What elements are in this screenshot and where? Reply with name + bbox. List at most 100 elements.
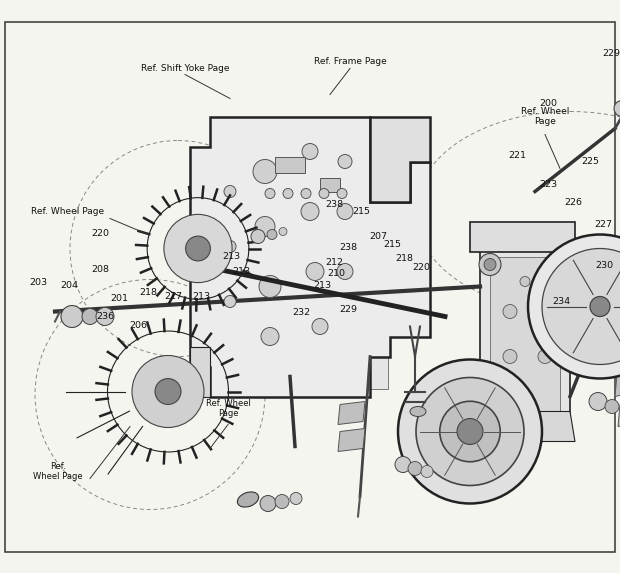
Circle shape (503, 350, 517, 363)
Circle shape (520, 397, 530, 406)
Circle shape (398, 359, 542, 504)
Circle shape (96, 308, 114, 325)
Circle shape (319, 189, 329, 198)
Circle shape (259, 276, 281, 297)
Text: Ref. Shift Yoke Page: Ref. Shift Yoke Page (141, 64, 229, 73)
Circle shape (421, 465, 433, 477)
Circle shape (267, 230, 277, 240)
Text: 200: 200 (539, 100, 557, 108)
Circle shape (337, 189, 347, 198)
Text: 230: 230 (595, 261, 613, 270)
Text: Ref.
Wheel Page: Ref. Wheel Page (33, 462, 83, 481)
Ellipse shape (237, 492, 259, 507)
Circle shape (484, 258, 496, 270)
Text: 238: 238 (326, 200, 343, 209)
Circle shape (155, 379, 181, 405)
Circle shape (503, 304, 517, 319)
Polygon shape (480, 246, 570, 437)
Circle shape (224, 296, 236, 308)
Text: 203: 203 (30, 278, 48, 286)
Text: 234: 234 (552, 297, 570, 306)
Text: Ref. Wheel Page: Ref. Wheel Page (32, 207, 105, 216)
Circle shape (261, 328, 279, 346)
Polygon shape (370, 116, 430, 202)
Text: 212: 212 (326, 258, 343, 266)
Circle shape (528, 234, 620, 379)
Circle shape (224, 241, 236, 253)
Circle shape (253, 159, 277, 183)
Text: 218: 218 (396, 254, 414, 263)
Circle shape (337, 264, 353, 280)
Circle shape (82, 308, 98, 324)
Circle shape (589, 393, 607, 410)
Circle shape (301, 189, 311, 198)
Circle shape (338, 155, 352, 168)
Text: 220: 220 (412, 263, 430, 272)
Circle shape (542, 249, 620, 364)
Circle shape (457, 418, 483, 445)
Text: 225: 225 (582, 157, 600, 166)
Text: 213: 213 (222, 252, 240, 261)
Ellipse shape (410, 406, 426, 417)
Text: 221: 221 (508, 151, 526, 160)
Text: 206: 206 (129, 321, 147, 330)
Circle shape (279, 227, 287, 236)
Text: Ref. Frame Page: Ref. Frame Page (314, 57, 386, 66)
Circle shape (520, 277, 530, 286)
Polygon shape (338, 429, 365, 452)
Circle shape (312, 319, 328, 335)
Circle shape (260, 496, 276, 512)
Text: 201: 201 (110, 294, 128, 303)
Circle shape (479, 253, 501, 276)
Text: 210: 210 (327, 269, 345, 277)
Text: Ref. Wheel
Page: Ref. Wheel Page (521, 107, 569, 126)
Text: 220: 220 (92, 229, 110, 238)
Circle shape (614, 100, 620, 116)
Polygon shape (245, 124, 388, 388)
Text: 229: 229 (340, 305, 358, 313)
Circle shape (395, 457, 411, 473)
Polygon shape (615, 368, 620, 397)
Circle shape (255, 217, 275, 237)
Polygon shape (475, 411, 575, 442)
Text: 213: 213 (313, 281, 331, 290)
Circle shape (440, 401, 500, 462)
Circle shape (408, 461, 422, 476)
Circle shape (301, 202, 319, 221)
Polygon shape (190, 116, 430, 397)
Text: 232: 232 (293, 308, 311, 317)
Polygon shape (470, 222, 575, 252)
Circle shape (224, 186, 236, 198)
Polygon shape (490, 257, 560, 426)
Circle shape (185, 236, 210, 261)
Circle shape (275, 494, 289, 508)
Text: 223: 223 (539, 180, 557, 190)
Text: 215: 215 (352, 207, 370, 217)
Circle shape (416, 378, 524, 485)
Text: 229: 229 (603, 49, 620, 58)
Text: 208: 208 (92, 265, 110, 274)
Text: 226: 226 (564, 198, 582, 207)
Bar (275, 156, 305, 172)
Text: 217: 217 (164, 292, 182, 301)
Circle shape (302, 143, 318, 159)
Circle shape (251, 230, 265, 244)
Polygon shape (225, 131, 360, 382)
Text: 213: 213 (192, 292, 210, 301)
Circle shape (538, 304, 552, 319)
Circle shape (290, 493, 302, 504)
Text: 227: 227 (594, 220, 612, 229)
Circle shape (265, 189, 275, 198)
Text: Ref. Wheel
Page: Ref. Wheel Page (206, 399, 250, 418)
Polygon shape (190, 347, 210, 397)
Circle shape (132, 355, 204, 427)
Text: 238: 238 (340, 243, 358, 252)
Text: 204: 204 (61, 281, 79, 290)
Circle shape (538, 350, 552, 363)
Circle shape (605, 399, 619, 414)
Circle shape (283, 189, 293, 198)
Text: 215: 215 (383, 240, 401, 249)
Circle shape (337, 203, 353, 219)
Text: 236: 236 (96, 312, 114, 321)
Circle shape (306, 262, 324, 281)
